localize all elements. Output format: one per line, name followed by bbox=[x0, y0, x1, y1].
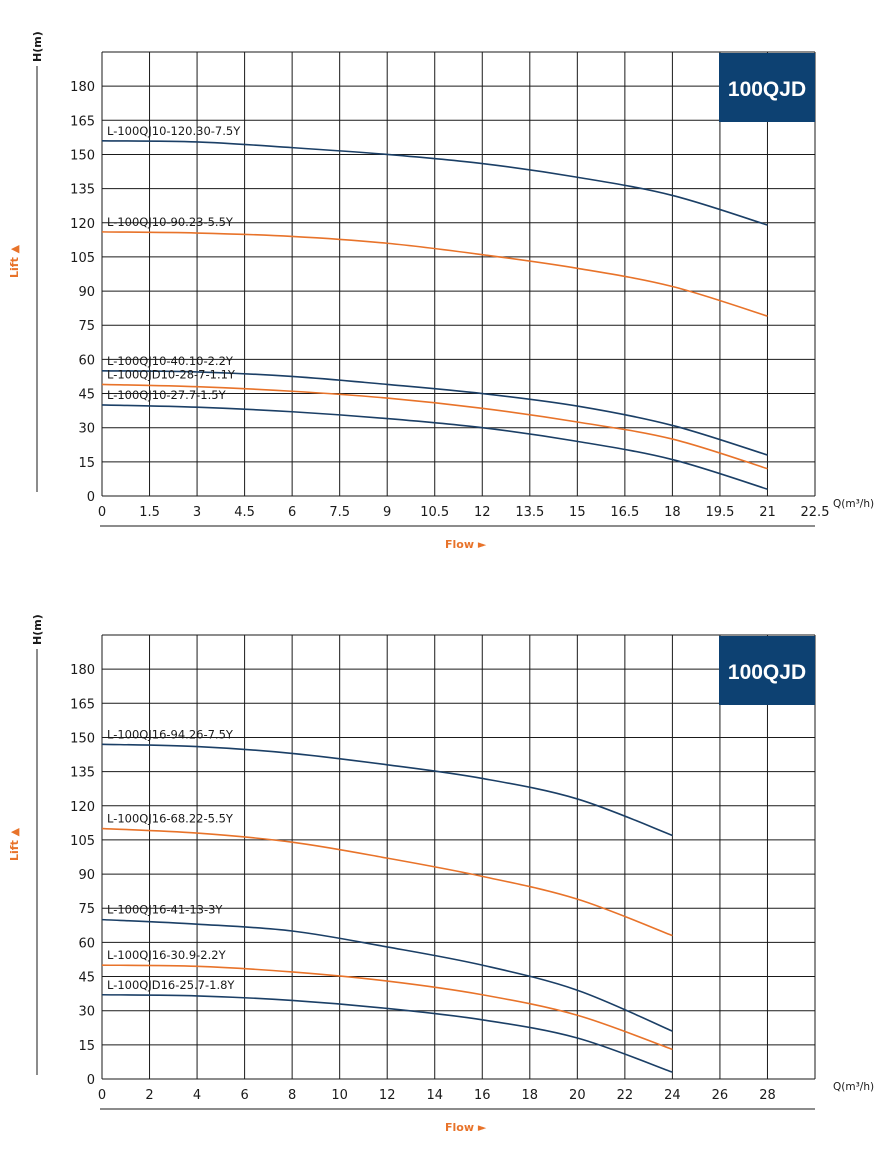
grid bbox=[101, 634, 816, 1080]
series-label-5: L-100QJ10-27.7-1.5Y bbox=[107, 388, 227, 402]
x-tick-label: 4 bbox=[193, 1088, 201, 1103]
flow-label: Flow ► bbox=[445, 538, 487, 551]
y-axis-title: H(m) bbox=[31, 614, 44, 645]
x-tick-label: 3 bbox=[193, 505, 201, 520]
x-tick-label: 26 bbox=[712, 1088, 729, 1103]
series-label-5: L-100QJD16-25.7-1.8Y bbox=[107, 978, 235, 992]
model-badge bbox=[719, 53, 815, 122]
model-badge bbox=[719, 636, 815, 705]
x-tick-label: 18 bbox=[522, 1088, 539, 1103]
series-label-4: L-100QJ16-30.9-2.2Y bbox=[107, 948, 227, 962]
y-tick-label: 30 bbox=[78, 1005, 95, 1020]
series-label-2: L-100QJ16-68.22-5.5Y bbox=[107, 812, 234, 826]
y-tick-label: 165 bbox=[70, 114, 95, 129]
x-tick-label: 16 bbox=[474, 1088, 491, 1103]
y-tick-label: 0 bbox=[87, 1073, 95, 1088]
x-tick-label: 16.5 bbox=[610, 505, 639, 520]
series-line-3 bbox=[101, 369, 768, 456]
y-tick-label: 120 bbox=[70, 217, 95, 232]
flow-label: Flow ► bbox=[445, 1121, 487, 1134]
y-tick-label: 75 bbox=[78, 902, 95, 917]
x-tick-label: 8 bbox=[288, 1088, 296, 1103]
x-tick-label: 19.5 bbox=[705, 505, 734, 520]
labels: 0 15 30 45 60 75 90 105 120 135 150 165 180 0 1.5 3 4.5 6… bbox=[8, 31, 874, 551]
x-tick-label: 6 bbox=[240, 1088, 248, 1103]
x-tick-label: 28 bbox=[759, 1088, 776, 1103]
y-tick-label: 135 bbox=[70, 766, 95, 781]
x-tick-label: 22.5 bbox=[801, 505, 830, 520]
y-tick-label: 135 bbox=[70, 183, 95, 198]
x-tick-label: 22 bbox=[617, 1088, 634, 1103]
x-tick-label: 0 bbox=[98, 1088, 106, 1103]
series-label-3: L-100QJ10-40.10-2.2Y bbox=[107, 354, 234, 368]
x-tick-label: 2 bbox=[145, 1088, 153, 1103]
y-tick-label: 150 bbox=[70, 148, 95, 163]
x-tick-label: 18 bbox=[664, 505, 681, 520]
x-tick-label: 15 bbox=[569, 505, 586, 520]
y-tick-label: 180 bbox=[70, 80, 95, 95]
y-tick-label: 90 bbox=[78, 285, 95, 300]
y-tick-label: 45 bbox=[78, 388, 95, 403]
y-tick-label: 105 bbox=[70, 834, 95, 849]
x-tick-label: 10 bbox=[331, 1088, 348, 1103]
series-line-1 bbox=[101, 743, 673, 837]
y-tick-label: 15 bbox=[78, 1039, 95, 1054]
x-tick-label: 24 bbox=[664, 1088, 681, 1103]
y-tick-label: 0 bbox=[87, 490, 95, 505]
x-tick-label: 12 bbox=[474, 505, 491, 520]
x-tick-label: 12 bbox=[379, 1088, 396, 1103]
x-tick-label: 21 bbox=[759, 505, 776, 520]
lift-label: Lift ▲ bbox=[8, 244, 21, 278]
y-tick-label: 150 bbox=[70, 731, 95, 746]
series-line-1 bbox=[101, 140, 768, 226]
y-tick-label: 120 bbox=[70, 800, 95, 815]
series-label-1: L-100QJ10-120.30-7.5Y bbox=[107, 124, 241, 138]
pump-curve-chart-1: 0 15 30 45 60 75 90 105 120 135 150 165 180 0 1.5 3 4.5 6… bbox=[8, 31, 874, 551]
curves bbox=[101, 140, 768, 490]
series-line-4 bbox=[101, 964, 673, 1051]
y-tick-label: 165 bbox=[70, 697, 95, 712]
y-tick-label: 15 bbox=[78, 456, 95, 471]
y-tick-label: 180 bbox=[70, 663, 95, 678]
y-tick-label: 30 bbox=[78, 422, 95, 437]
y-axis-title: H(m) bbox=[31, 31, 44, 62]
y-tick-label: 75 bbox=[78, 319, 95, 334]
curves bbox=[101, 743, 673, 1073]
model-badge-label: 100QJD bbox=[728, 78, 806, 101]
x-tick-label: 0 bbox=[98, 505, 106, 520]
series-line-5 bbox=[101, 404, 768, 490]
y-tick-label: 90 bbox=[78, 868, 95, 883]
x-tick-label: 1.5 bbox=[139, 505, 160, 520]
series-label-2: L-100QJ10-90.23-5.5Y bbox=[107, 215, 234, 229]
x-tick-label: 6 bbox=[288, 505, 296, 520]
lift-label: Lift ▲ bbox=[8, 827, 21, 861]
series-line-2 bbox=[101, 231, 768, 317]
x-tick-label: 20 bbox=[569, 1088, 586, 1103]
y-tick-label: 45 bbox=[78, 971, 95, 986]
series-line-5 bbox=[101, 993, 673, 1073]
series-label-4: L-100QJD10-28-7-1.1Y bbox=[107, 367, 236, 381]
x-tick-label: 13.5 bbox=[515, 505, 544, 520]
y-tick-label: 105 bbox=[70, 251, 95, 266]
x-tick-label: 14 bbox=[426, 1088, 443, 1103]
series-line-2 bbox=[101, 827, 673, 937]
x-axis-unit: Q(m³/h) bbox=[833, 498, 874, 510]
series-line-4 bbox=[101, 383, 768, 470]
model-badge-label: 100QJD bbox=[728, 661, 806, 684]
x-tick-label: 4.5 bbox=[234, 505, 255, 520]
y-tick-label: 60 bbox=[78, 936, 95, 951]
x-axis-unit: Q(m³/h) bbox=[833, 1081, 874, 1093]
x-tick-label: 7.5 bbox=[329, 505, 350, 520]
series-label-1: L-100QJ16-94.26-7.5Y bbox=[107, 727, 234, 741]
series-label-3: L-100QJ16-41-13-3Y bbox=[107, 903, 223, 917]
x-tick-label: 10.5 bbox=[420, 505, 449, 520]
y-tick-label: 60 bbox=[78, 353, 95, 368]
series-line-3 bbox=[101, 918, 673, 1032]
grid bbox=[101, 51, 816, 497]
x-tick-label: 9 bbox=[383, 505, 391, 520]
